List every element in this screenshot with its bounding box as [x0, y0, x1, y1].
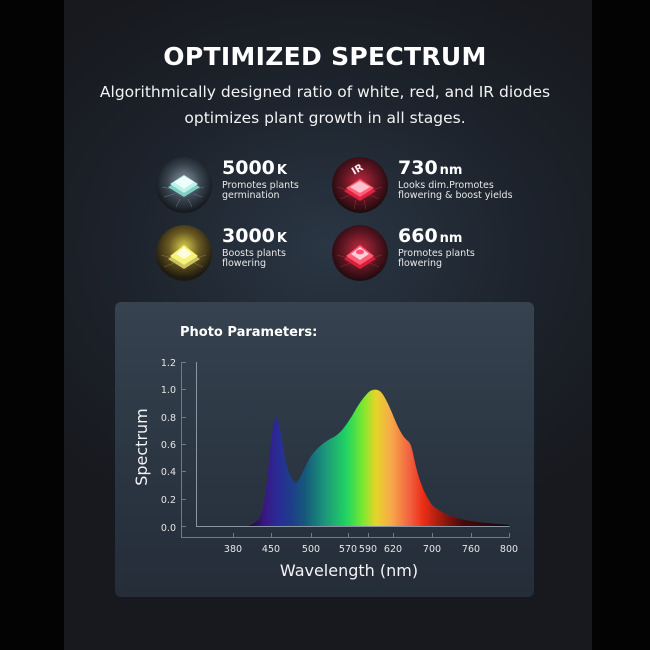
subtitle-line-2: optimizes plant growth in all stages.	[184, 109, 466, 127]
svg-text:760: 760	[462, 544, 480, 555]
card-title: Photo Parameters:	[180, 325, 318, 340]
svg-text:0.4: 0.4	[161, 467, 176, 478]
svg-text:1.0: 1.0	[161, 385, 176, 396]
page-title: OPTIMIZED SPECTRUM	[163, 42, 487, 71]
feature-value: 3000 K	[222, 225, 287, 247]
feature-description: Promotes plants germination	[222, 180, 299, 201]
spectrum-area	[248, 389, 509, 526]
svg-text:570: 570	[339, 544, 357, 555]
page-subtitle: Algorithmically designed ratio of white,…	[0, 79, 650, 131]
svg-text:620: 620	[384, 544, 402, 555]
svg-text:700: 700	[423, 544, 441, 555]
white-led-chip-icon	[156, 157, 212, 213]
svg-text:800: 800	[500, 544, 518, 555]
ir-led-chip-icon: IR	[332, 157, 388, 213]
svg-text:0.6: 0.6	[161, 440, 176, 451]
feature-description: Promotes plants flowering	[398, 248, 475, 269]
red-led-chip-icon	[332, 225, 388, 281]
svg-text:500: 500	[302, 544, 320, 555]
svg-text:450: 450	[262, 544, 280, 555]
y-axis-title: Spectrum	[132, 408, 151, 486]
feature-value: 660 nm	[398, 225, 463, 247]
x-axis-title: Wavelength (nm)	[280, 561, 418, 580]
feature-description: Boosts plants flowering	[222, 248, 286, 269]
x-ticks	[233, 533, 510, 537]
svg-text:0.8: 0.8	[161, 413, 176, 424]
warm-white-led-chip-icon	[156, 225, 212, 281]
svg-text:590: 590	[359, 544, 377, 555]
svg-text:380: 380	[224, 544, 242, 555]
svg-text:0.0: 0.0	[161, 523, 176, 534]
y-tick-labels: 1.2 1.0 0.8 0.6 0.4 0.2 0.0	[161, 358, 176, 534]
inner-axes	[196, 362, 510, 527]
feature-description: Looks dim.Promotes flowering & boost yie…	[398, 180, 513, 201]
svg-text:IR: IR	[350, 162, 366, 177]
y-ticks	[181, 362, 186, 527]
x-tick-labels: 380 450 500 570 590 620 700 760 800	[224, 544, 518, 555]
feature-value: 5000 K	[222, 157, 287, 179]
subtitle-line-1: Algorithmically designed ratio of white,…	[99, 83, 551, 101]
feature-value: 730 nm	[398, 157, 463, 179]
svg-text:0.2: 0.2	[161, 495, 176, 506]
svg-text:1.2: 1.2	[161, 358, 176, 369]
outer-axes	[181, 362, 510, 538]
